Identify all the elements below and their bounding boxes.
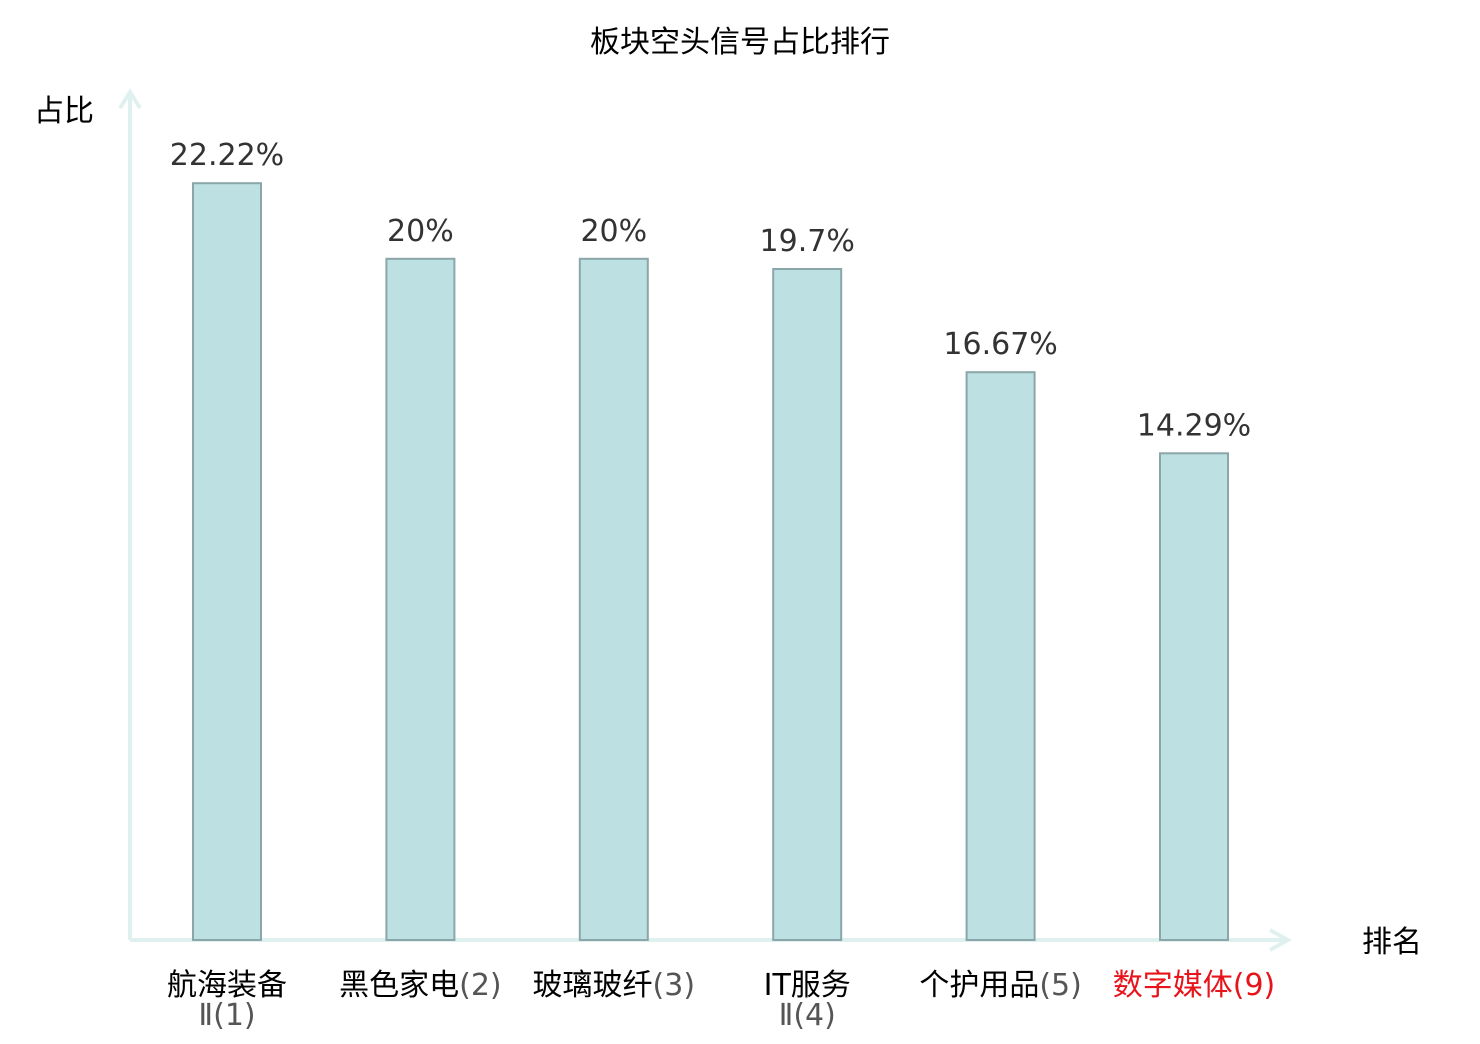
category-roman-numeral: Ⅱ — [779, 998, 794, 1033]
x-axis — [130, 928, 1293, 952]
category-label: IT服务 — [764, 968, 851, 1003]
bar — [578, 257, 649, 941]
bar — [385, 257, 456, 941]
category-name: 黑色家电 — [339, 968, 459, 1003]
value-labels-group: 22.22% 20% 20% 19.7% 16.67% 14.29% — [170, 138, 1251, 443]
bar — [1159, 452, 1229, 941]
category-rank: (2) — [459, 968, 502, 1003]
category-label: 个护用品(5) — [919, 968, 1082, 1003]
category-rank: (1) — [213, 998, 256, 1033]
category-name: 玻璃玻纤 — [533, 968, 653, 1003]
x-axis-label: 排名 — [1362, 925, 1422, 960]
bar — [965, 371, 1036, 941]
value-label: 20% — [580, 214, 647, 249]
bar — [192, 182, 262, 941]
category-rank: (4) — [793, 998, 836, 1033]
category-label: 玻璃玻纤(3) — [533, 968, 696, 1003]
category-label: 黑色家电(2) — [339, 968, 502, 1003]
value-label: 20% — [387, 214, 454, 249]
category-name: 个护用品 — [919, 968, 1039, 1003]
category-rank: (3) — [653, 968, 696, 1003]
category-label: 航海装备 — [167, 968, 287, 1003]
chart-title: 板块空头信号占比排行 — [590, 25, 890, 60]
bar — [772, 268, 843, 941]
category-label-line2: Ⅱ(4) — [779, 998, 836, 1033]
category-rank: (9) — [1233, 968, 1276, 1003]
y-axis — [118, 88, 142, 940]
category-name: 数字媒体 — [1113, 968, 1233, 1003]
value-label: 14.29% — [1137, 408, 1251, 443]
value-label: 19.7% — [760, 224, 855, 259]
value-label: 22.22% — [170, 138, 284, 173]
category-label-line2: Ⅱ(1) — [198, 998, 255, 1033]
category-roman-numeral: Ⅱ — [198, 998, 213, 1033]
category-rank: (5) — [1039, 968, 1082, 1003]
bars-group — [192, 182, 1229, 941]
category-label: 数字媒体(9) — [1113, 968, 1276, 1003]
y-axis-label: 占比 — [34, 94, 94, 129]
value-label: 16.67% — [943, 327, 1057, 362]
